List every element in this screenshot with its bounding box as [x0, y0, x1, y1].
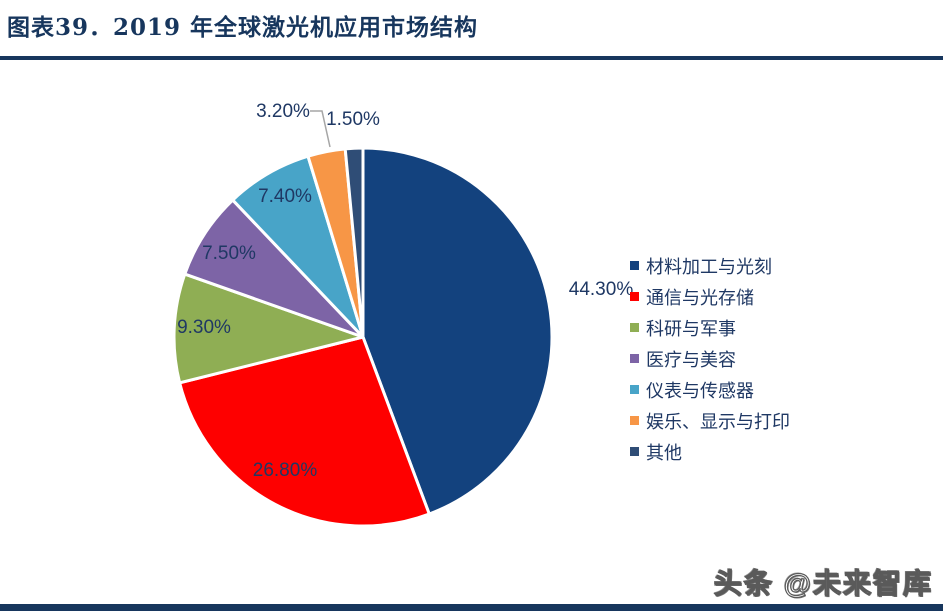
slice-label-communication: 26.80%	[252, 460, 318, 481]
legend-item-2: 科研与军事	[630, 312, 930, 343]
title-divider	[0, 56, 943, 60]
pie-slice-2	[172, 272, 365, 385]
watermark-toutiao: 头条 @未来智库	[713, 567, 933, 599]
legend-label: 其他	[646, 442, 682, 463]
legend-item-5: 娱乐、显示与打印	[630, 405, 930, 436]
slice-label-instrument: 7.40%	[258, 186, 312, 207]
legend-swatch-icon	[630, 385, 639, 394]
legend-swatch-icon	[630, 323, 639, 332]
legend-swatch-icon	[630, 261, 639, 270]
legend-item-1: 通信与光存储	[630, 281, 930, 312]
chart-legend: 材料加工与光刻 通信与光存储 科研与军事医疗与美容仪表与传感器娱乐、显示与打印 其他	[630, 250, 930, 467]
legend-label: 材料加工与光刻	[646, 256, 772, 277]
legend-item-4: 仪表与传感器	[630, 374, 930, 405]
pie-slice-0	[361, 146, 554, 516]
legend-label: 科研与军事	[646, 318, 736, 339]
legend-label: 通信与光存储	[646, 287, 754, 308]
legend-item-0: 材料加工与光刻	[630, 250, 930, 281]
slice-label-research: 9.30%	[177, 317, 231, 338]
slice-label-medical: 7.50%	[202, 243, 256, 264]
legend-label: 医疗与美容	[646, 349, 736, 370]
legend-swatch-icon	[630, 354, 639, 363]
pie-slices	[172, 146, 554, 528]
slice-label-entertainment: 3.20%	[256, 101, 310, 122]
legend-swatch-icon	[630, 292, 639, 301]
bottom-divider	[0, 604, 943, 611]
chart-title: 图表39．2019 年全球激光机应用市场结构	[7, 14, 479, 41]
legend-swatch-icon	[630, 447, 639, 456]
slice-label-other: 1.50%	[326, 109, 380, 130]
pie-slice-1	[178, 335, 431, 528]
legend-label: 仪表与传感器	[646, 380, 754, 401]
legend-item-6: 其他	[630, 436, 930, 467]
legend-item-3: 医疗与美容	[630, 343, 930, 374]
leader-line-3.20	[310, 110, 331, 148]
slice-label-material: 44.30%	[568, 279, 634, 300]
pie-slice-6	[343, 146, 365, 339]
legend-label: 娱乐、显示与打印	[646, 411, 790, 432]
legend-swatch-icon	[630, 416, 639, 425]
